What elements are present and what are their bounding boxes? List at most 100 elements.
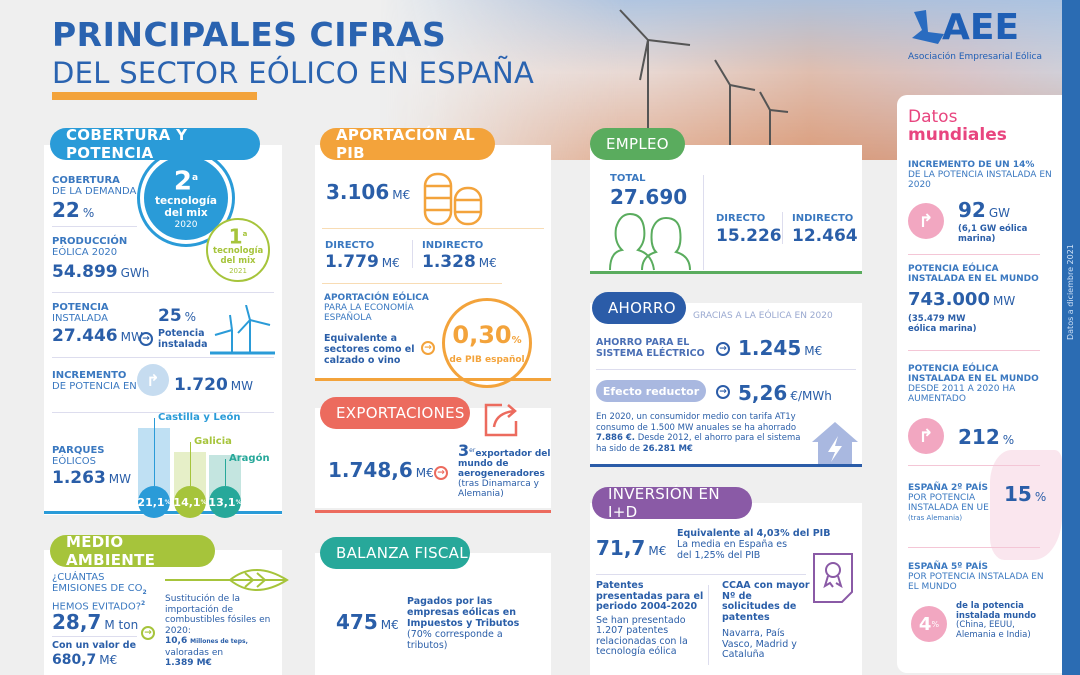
export-rank: 3erexportador del mundo de aerogenerador… [458, 441, 551, 500]
sistema-label: AHORRO PARA EL SISTEMA ELÉCTRICO [596, 337, 705, 359]
mundo-pct-badge: 4% [911, 606, 947, 642]
potencia-pct-label: Potencia instalada [158, 328, 208, 350]
empleo-indirecto: 12.464 [792, 226, 858, 246]
page-subtitle: DEL SECTOR EÓLICO EN ESPAÑA [52, 56, 535, 90]
region-name: Castilla y León [158, 412, 241, 424]
empleo-panel [590, 145, 862, 273]
valor-value: 680,7 M€ [52, 652, 118, 668]
id-equiv: Equivalente al 4,03% del PIB La media en … [677, 528, 831, 561]
ccaa-text: CCAA con mayor Nº de solicitudes de pate… [722, 580, 810, 660]
fiscal-value: 475 M€ [336, 610, 399, 634]
pib-directo: 1.779 M€ [325, 252, 400, 272]
incremento-value: 1.720 MW [174, 375, 253, 395]
arrow-right-icon: → [139, 332, 153, 346]
leaf-icon [165, 569, 289, 591]
wind-turbine-icon [210, 305, 275, 355]
region-pct-badge: 21,1% [137, 486, 171, 518]
region-name: Galicia [194, 436, 232, 448]
arrow-right-icon: → [716, 385, 730, 399]
inc-label: INCREMENTO DE UN 14% DE LA POTENCIA INSTA… [908, 160, 1052, 190]
arrow-right-icon: → [716, 342, 730, 356]
potencia-label: POTENCIA INSTALADA [52, 302, 109, 324]
ahorro-header: AHORRO [592, 292, 686, 324]
produccion-value: 54.899 GWh [52, 262, 150, 282]
pot-value: 743.000 MW [908, 289, 1016, 310]
empleo-total: 27.690 [610, 185, 688, 209]
aum-label: POTENCIA EÓLICA INSTALADA EN EL MUNDO DES… [908, 364, 1039, 404]
logo-subtitle: Asociación Empresarial Eólica [908, 52, 1042, 62]
co2-value: 28,7 M ton [52, 610, 139, 634]
pot-label: POTENCIA EÓLICA INSTALADA EN EL MUNDO [908, 264, 1039, 284]
mundial-panel [897, 95, 1062, 673]
rank-2021-badge: 1a tecnología del mix 2021 [206, 218, 270, 282]
empleo-indirecto-label: INDIRECTO [792, 213, 854, 224]
pib-directo-label: DIRECTO [325, 240, 375, 251]
ue-label: ESPAÑA 2º PAÍS POR POTENCIA INSTALADA EN … [908, 483, 989, 522]
parques-label: PARQUES EÓLICOS [52, 445, 105, 467]
growth-arrow-icon: ↱ [137, 364, 169, 396]
fiscal-header: BALANZA FISCAL [320, 537, 470, 569]
pib-bottom-line [315, 378, 551, 381]
date-note: Datos a diciembre 2021 [1066, 244, 1075, 340]
patentes-text: Patentes presentadas para el periodo 200… [596, 580, 704, 657]
coins-icon [423, 172, 483, 226]
sustitucion-text: Sustitución de la importación de combust… [165, 594, 271, 668]
region-leader-line [154, 418, 155, 486]
id-panel [590, 503, 862, 675]
rank-2020-badge: 2a tecnología del mix 2020 [140, 152, 232, 244]
co2-question: ¿CUÁNTAS EMISIONES DE CO2 HEMOS EVITADO?2 [52, 572, 147, 613]
growth-arrow-icon: ↱ [908, 203, 944, 239]
europe-map [990, 450, 1062, 560]
incremento-label: INCREMENTO DE POTENCIA EN 2020 [52, 370, 166, 392]
region-pct-badge: 13,1% [208, 486, 242, 518]
export-header: EXPORTACIONES [320, 397, 470, 429]
wind-turbines-image [619, 9, 789, 150]
fiscal-text: Pagados por las empresas eólicas en Impu… [407, 596, 520, 651]
pib-indirecto: 1.328 M€ [422, 252, 497, 272]
empleo-directo: 15.226 [716, 226, 782, 246]
potencia-pct: 25% [158, 306, 197, 326]
ue-value: 15% [1004, 482, 1047, 506]
aum-value: 212% [958, 425, 1015, 449]
mundo-text: de la potencia instalada mundo (China, EE… [956, 601, 1037, 640]
pot-note: (35.479 MW eólica marina) [908, 314, 977, 334]
medio-header: MEDIO AMBIENTE [50, 533, 215, 569]
efecto-reductor-badge: Efecto reductor [596, 380, 706, 402]
demanda-value: 22% [52, 198, 95, 222]
pib-total: 3.106 M€ [326, 180, 411, 204]
pib-header: APORTACIÓN AL PIB [320, 126, 495, 162]
empleo-header: EMPLEO [590, 128, 685, 160]
medio-panel [44, 550, 282, 675]
arrow-right-icon: → [141, 626, 155, 640]
aee-logo-icon [912, 10, 944, 44]
region-leader-line [190, 442, 191, 486]
empleo-directo-label: DIRECTO [716, 213, 766, 224]
empleo-total-label: TOTAL [610, 173, 646, 184]
region-pct-badge: 14,1% [173, 486, 207, 518]
aportacion-label: APORTACIÓN EÓLICA PARA LA ECONOMÍA ESPAÑO… [324, 293, 429, 323]
page-title: PRINCIPALES CIFRAS [52, 15, 447, 54]
demanda-label: COBERTURA DE LA DEMANDA [52, 175, 137, 197]
mundial-title: Datos mundiales [908, 107, 1007, 145]
export-share-icon [484, 403, 518, 437]
id-header: INVERSIÓN EN I+D [592, 485, 752, 521]
export-value: 1.748,6 M€ [328, 458, 434, 482]
inc-note: (6,1 GW eólica marina) [958, 224, 1028, 244]
region-leader-line [225, 459, 226, 486]
equivalente-text: Equivalente a sectores como el calzado o… [324, 333, 415, 366]
arrow-right-icon: → [434, 466, 448, 480]
growth-arrow-icon: ↱ [908, 418, 944, 454]
sistema-value: 1.245 M€ [738, 336, 823, 360]
export-bottom-line [315, 510, 551, 513]
region-name: Aragón [229, 453, 270, 465]
mundo-label: ESPAÑA 5º PAÍS POR POTENCIA INSTALADA EN … [908, 562, 1044, 592]
logo-text: AEE [942, 7, 1020, 48]
pib-pct-badge: 0,30% de PIB español [442, 298, 532, 388]
house-lightning-icon [812, 422, 858, 464]
ahorro-bottom-line [590, 464, 862, 467]
people-icon [609, 212, 691, 271]
valor-label: Con un valor de [52, 640, 137, 651]
empleo-bottom-line [590, 271, 862, 274]
potencia-value: 27.446 MW [52, 326, 143, 346]
parques-value: 1.263 MW [52, 468, 131, 488]
